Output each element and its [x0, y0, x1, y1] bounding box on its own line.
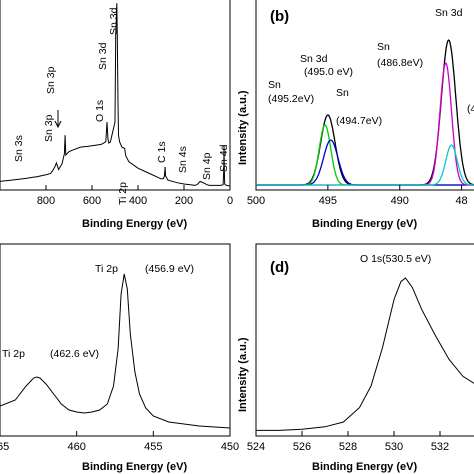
x-axis-label-b: Binding Energy (eV) — [312, 218, 417, 230]
peak-annotation: Ti 2p — [117, 182, 129, 205]
arrow-icon — [54, 110, 62, 129]
peak-annotation: Sn 4s — [177, 146, 189, 173]
panel-c: 465 460 455 450 Ti 2p (462.6 eV) Ti 2p (456.9 … — [0, 243, 239, 473]
panel-a: 800 600 400 200 0 Sn 3s Sn 3p Sn 3p O 1s Sn 3d Sn… — [0, 0, 233, 230]
fit-curve — [256, 39, 474, 186]
peak-annotation: Ti 2p — [2, 348, 25, 360]
x-axis-label-c: Binding Energy (eV) — [82, 461, 187, 473]
peak-annotation: Sn 4d — [218, 144, 230, 172]
peak-annotation: (4 — [467, 103, 474, 115]
panel-d: 524526528530532534 O 1s(530.5 eV) (d) Bi… — [237, 243, 474, 473]
peak-annotation: (494.7eV) — [336, 115, 382, 127]
fit-curve — [256, 144, 474, 186]
peak-annotation: Sn 3p — [43, 114, 55, 142]
x-tick-label: 600 — [83, 195, 101, 207]
x-tick-label: 450 — [221, 441, 239, 453]
panel-b: 500 495 490 48 Sn 3d(495.0 eV)Sn(495.2eV) Sn… — [237, 0, 474, 230]
x-tick-label: 460 — [67, 441, 85, 453]
ti2p-spectrum-line — [0, 273, 231, 429]
peak-annotation: Sn — [377, 41, 390, 53]
x-tick-label: 0 — [227, 195, 233, 207]
x-tick-label: 48 — [455, 195, 467, 207]
x-tick-label: 530 — [385, 441, 403, 453]
peak-annotation: Sn 3d — [300, 53, 328, 65]
peak-annotation: O 1s — [94, 100, 106, 122]
peak-annotation: Sn 3s — [13, 135, 25, 162]
peak-annotation: Sn 3d — [97, 42, 109, 70]
peak-annotation: Sn — [336, 87, 349, 99]
peak-annotation: (456.9 eV) — [145, 263, 194, 275]
peak-annotation: Sn 3p — [45, 66, 57, 94]
y-axis-label-b: Intensity (a.u.) — [237, 90, 249, 165]
plot-frame-a — [0, 0, 231, 191]
y-axis-label-d: Intensity (a.u.) — [237, 337, 249, 412]
x-tick-label: 200 — [175, 195, 193, 207]
plot-frame-c — [0, 243, 231, 437]
peak-annotation: (486.8eV) — [377, 57, 423, 69]
x-tick-label: 526 — [293, 441, 311, 453]
survey-spectrum-line — [0, 3, 231, 187]
x-axis-label-a: Binding Energy (eV) — [82, 218, 187, 230]
peak-annotation: (495.2eV) — [268, 93, 314, 105]
peak-annotation: O 1s(530.5 eV) — [360, 253, 431, 265]
x-tick-label: 528 — [339, 441, 357, 453]
x-tick-label: 465 — [0, 441, 9, 453]
x-tick-label: 532 — [431, 441, 449, 453]
x-tick-label: 455 — [144, 441, 162, 453]
panel-label-b: (b) — [270, 8, 289, 25]
o1s-spectrum-line — [256, 277, 474, 431]
x-tick-label: 500 — [247, 195, 265, 207]
x-tick-label: 800 — [37, 195, 55, 207]
peak-annotation: Sn 3d — [435, 7, 463, 19]
x-tick-label: 400 — [129, 195, 147, 207]
x-tick-label: 490 — [391, 195, 409, 207]
peak-annotation: C 1s — [156, 141, 168, 163]
peak-annotation: Sn 3d — [108, 7, 120, 35]
panel-label-d: (d) — [270, 259, 289, 276]
peak-annotation: Sn — [268, 79, 281, 91]
peak-annotation: Ti 2p — [95, 263, 118, 275]
plot-frame-b — [255, 0, 474, 191]
peak-annotation: (462.6 eV) — [50, 348, 99, 360]
x-tick-label: 495 — [319, 195, 337, 207]
x-axis-label-d: Binding Energy (eV) — [312, 461, 417, 473]
peak-annotation: (495.0 eV) — [304, 66, 353, 78]
x-tick-label: 524 — [247, 441, 265, 453]
peak-annotation: Sn 4p — [201, 152, 213, 180]
plot-frame-d — [255, 243, 474, 437]
